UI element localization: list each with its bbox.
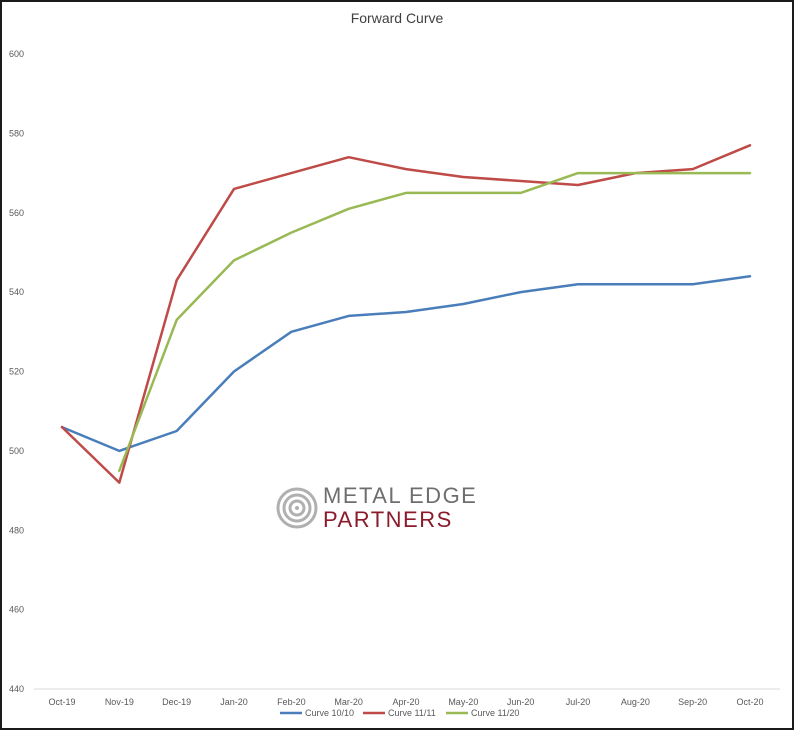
series-line-1 xyxy=(60,275,752,453)
legend-label: Curve 11/11 xyxy=(388,708,436,718)
legend-label: Curve 10/10 xyxy=(305,708,354,718)
chart-title: Forward Curve xyxy=(350,10,444,26)
y-axis: 440 460 480 500 520 540 560 580 600 xyxy=(9,49,24,694)
y-tick-label: 600 xyxy=(9,49,24,59)
series-line-3 xyxy=(118,171,752,472)
x-tick-label: Oct-20 xyxy=(736,697,763,707)
y-tick-label: 560 xyxy=(9,208,24,218)
y-tick-label: 460 xyxy=(9,605,24,615)
x-tick-label: Nov-19 xyxy=(105,697,134,707)
x-tick-label: Sep-20 xyxy=(678,697,707,707)
x-tick-label: May-20 xyxy=(448,697,478,707)
x-tick-label: Apr-20 xyxy=(392,697,419,707)
x-tick-label: Aug-20 xyxy=(621,697,650,707)
x-axis: Oct-19 Nov-19 Dec-19 Jan-20 Feb-20 Mar-20 Apr-… xyxy=(34,688,780,707)
watermark-logo: METAL EDGE PARTNERS xyxy=(276,483,477,532)
legend: Curve 10/10 Curve 11/11 Curve 11/20 xyxy=(280,708,519,718)
x-tick-label: Feb-20 xyxy=(277,697,306,707)
y-tick-label: 520 xyxy=(9,367,24,377)
x-tick-label: Oct-19 xyxy=(48,697,75,707)
legend-label: Curve 11/20 xyxy=(471,708,519,718)
series-group xyxy=(60,144,752,484)
y-tick-label: 500 xyxy=(9,446,24,456)
y-tick-label: 440 xyxy=(9,684,24,694)
y-tick-label: 480 xyxy=(9,525,24,535)
x-tick-label: Jan-20 xyxy=(220,697,248,707)
x-tick-label: Dec-19 xyxy=(162,697,191,707)
series-line-2 xyxy=(60,144,752,484)
watermark-line-1: METAL EDGE xyxy=(323,483,477,508)
x-tick-label: Mar-20 xyxy=(334,697,363,707)
x-tick-label: Jul-20 xyxy=(566,697,591,707)
concentric-circles-icon xyxy=(276,487,318,529)
y-tick-label: 540 xyxy=(9,287,24,297)
watermark-line-2: PARTNERS xyxy=(323,507,453,532)
x-tick-label: Jun-20 xyxy=(507,697,535,707)
y-tick-label: 580 xyxy=(9,128,24,138)
